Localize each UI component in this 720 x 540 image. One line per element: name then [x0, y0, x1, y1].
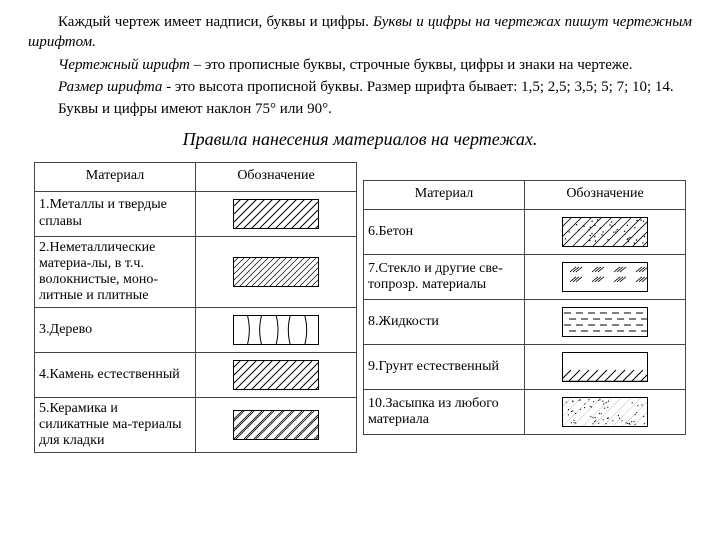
table-row: 2.Неметаллические материа-лы, в т.ч. вол…	[35, 236, 357, 307]
paragraph-2: Чертежный шрифт – это прописные буквы, с…	[28, 55, 692, 75]
paragraph-3: Размер шрифта - это высота прописной бук…	[28, 77, 692, 97]
materials-table-right: Материал Обозначение 6.Бетон7.Стекло и д…	[363, 180, 686, 435]
material-label: 8.Жидкости	[364, 299, 525, 344]
hatch-swatch	[525, 299, 686, 344]
p3-rest: - это высота прописной буквы. Размер шри…	[162, 79, 673, 95]
table-row: 3.Дерево	[35, 307, 357, 352]
material-label: 5.Керамика и силикатные ма-териалы для к…	[35, 397, 196, 452]
table-row: 1.Металлы и твердые сплавы	[35, 191, 357, 236]
material-label: 3.Дерево	[35, 307, 196, 352]
material-label: 7.Стекло и другие све-топрозр. материалы	[364, 254, 525, 299]
paragraph-4: Буквы и цифры имеют наклон 75° или 90°.	[28, 99, 692, 119]
col-designation: Обозначение	[196, 162, 357, 191]
table-row: 4.Камень естественный	[35, 352, 357, 397]
table-row: 5.Керамика и силикатные ма-териалы для к…	[35, 397, 357, 452]
p3-term: Размер шрифта	[58, 79, 162, 95]
table-row: 7.Стекло и другие све-топрозр. материалы	[364, 254, 686, 299]
hatch-swatch	[525, 254, 686, 299]
hatch-swatch	[196, 307, 357, 352]
material-label: 9.Грунт естественный	[364, 344, 525, 389]
col-material: Материал	[35, 162, 196, 191]
hatch-swatch	[196, 236, 357, 307]
section-heading: Правила нанесения материалов на чертежах…	[28, 127, 692, 151]
hatch-swatch	[196, 352, 357, 397]
table-row: 10.Засыпка из любого материала	[364, 389, 686, 434]
material-label: 6.Бетон	[364, 209, 525, 254]
material-label: 2.Неметаллические материа-лы, в т.ч. вол…	[35, 236, 196, 307]
p2-rest: – это прописные буквы, строчные буквы, ц…	[190, 57, 633, 73]
table-row: 6.Бетон	[364, 209, 686, 254]
table-row: 8.Жидкости	[364, 299, 686, 344]
col-material: Материал	[364, 180, 525, 209]
material-label: 4.Камень естественный	[35, 352, 196, 397]
p1-plain: Каждый чертеж имеет надписи, буквы и циф…	[58, 14, 373, 30]
hatch-swatch	[196, 397, 357, 452]
hatch-swatch	[196, 191, 357, 236]
p2-term: Чертежный шрифт	[58, 57, 190, 73]
table-row: 9.Грунт естественный	[364, 344, 686, 389]
col-designation: Обозначение	[525, 180, 686, 209]
hatch-swatch	[525, 389, 686, 434]
materials-table-left: Материал Обозначение 1.Металлы и твердые…	[34, 162, 357, 454]
materials-table: Материал Обозначение 1.Металлы и твердые…	[28, 162, 692, 454]
hatch-swatch	[525, 344, 686, 389]
material-label: 1.Металлы и твердые сплавы	[35, 191, 196, 236]
paragraph-1: Каждый чертеж имеет надписи, буквы и циф…	[28, 12, 692, 53]
hatch-swatch	[525, 209, 686, 254]
material-label: 10.Засыпка из любого материала	[364, 389, 525, 434]
